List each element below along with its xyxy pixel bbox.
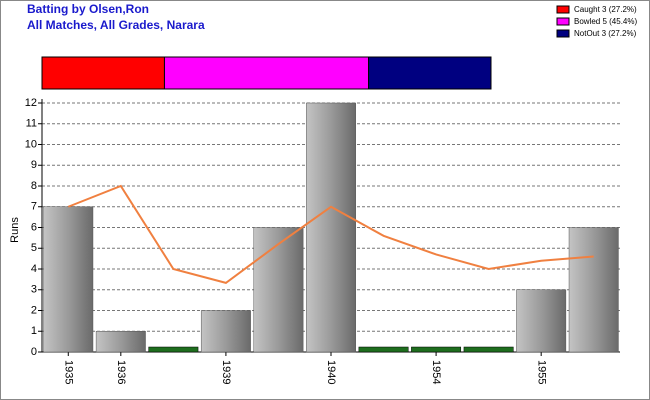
x-tick-label: 1935 [62,360,74,384]
line [67,184,594,284]
y-axis-label: Runs [9,217,21,243]
zero-bar [411,346,462,353]
legend-label: Bowled 5 (45.4%) [574,17,637,26]
y-tick-label: 10 [25,138,37,150]
x-tick-label: 1940 [325,360,337,384]
bar [516,289,567,353]
y-tick-label: 7 [31,201,37,213]
y-tick-label: 2 [31,304,37,316]
x-tick-label: 1939 [220,360,232,384]
zero-bar [463,346,514,353]
y-tick-label: 1 [31,325,37,337]
bar [253,227,304,353]
bar [568,227,619,353]
y-tick-label: 12 [25,97,37,109]
zero-bar [358,346,409,353]
y-tick-label: 5 [31,242,37,254]
legend-label: NotOut 3 (27.2%) [574,29,637,38]
bar [306,102,356,353]
x-tick-label: 1954 [430,360,442,384]
x-tick-label: 1955 [535,360,547,384]
summary-segment [368,56,492,90]
y-tick-label: 3 [31,284,37,296]
legend-label: Caught 3 (27.2%) [574,5,637,14]
bar [43,206,94,353]
summary-segment [163,56,370,90]
legend-swatch [556,29,570,38]
y-tick-label: 9 [31,159,37,171]
y-tick-label: 0 [31,346,37,358]
y-tick-label: 11 [26,118,37,130]
summary-segment [41,56,165,90]
zero-bar [148,346,199,353]
chart-title: Batting by Olsen,Ron [27,2,149,16]
legend-swatch [556,5,570,14]
chart-subtitle: All Matches, All Grades, Narara [27,18,205,32]
bar [200,310,251,353]
y-tick-label: 4 [31,263,37,275]
x-tick-label: 1936 [115,360,127,384]
legend-swatch [556,17,570,26]
bar [95,331,146,353]
y-tick-label: 6 [31,221,37,233]
y-tick-label: 8 [31,180,37,192]
